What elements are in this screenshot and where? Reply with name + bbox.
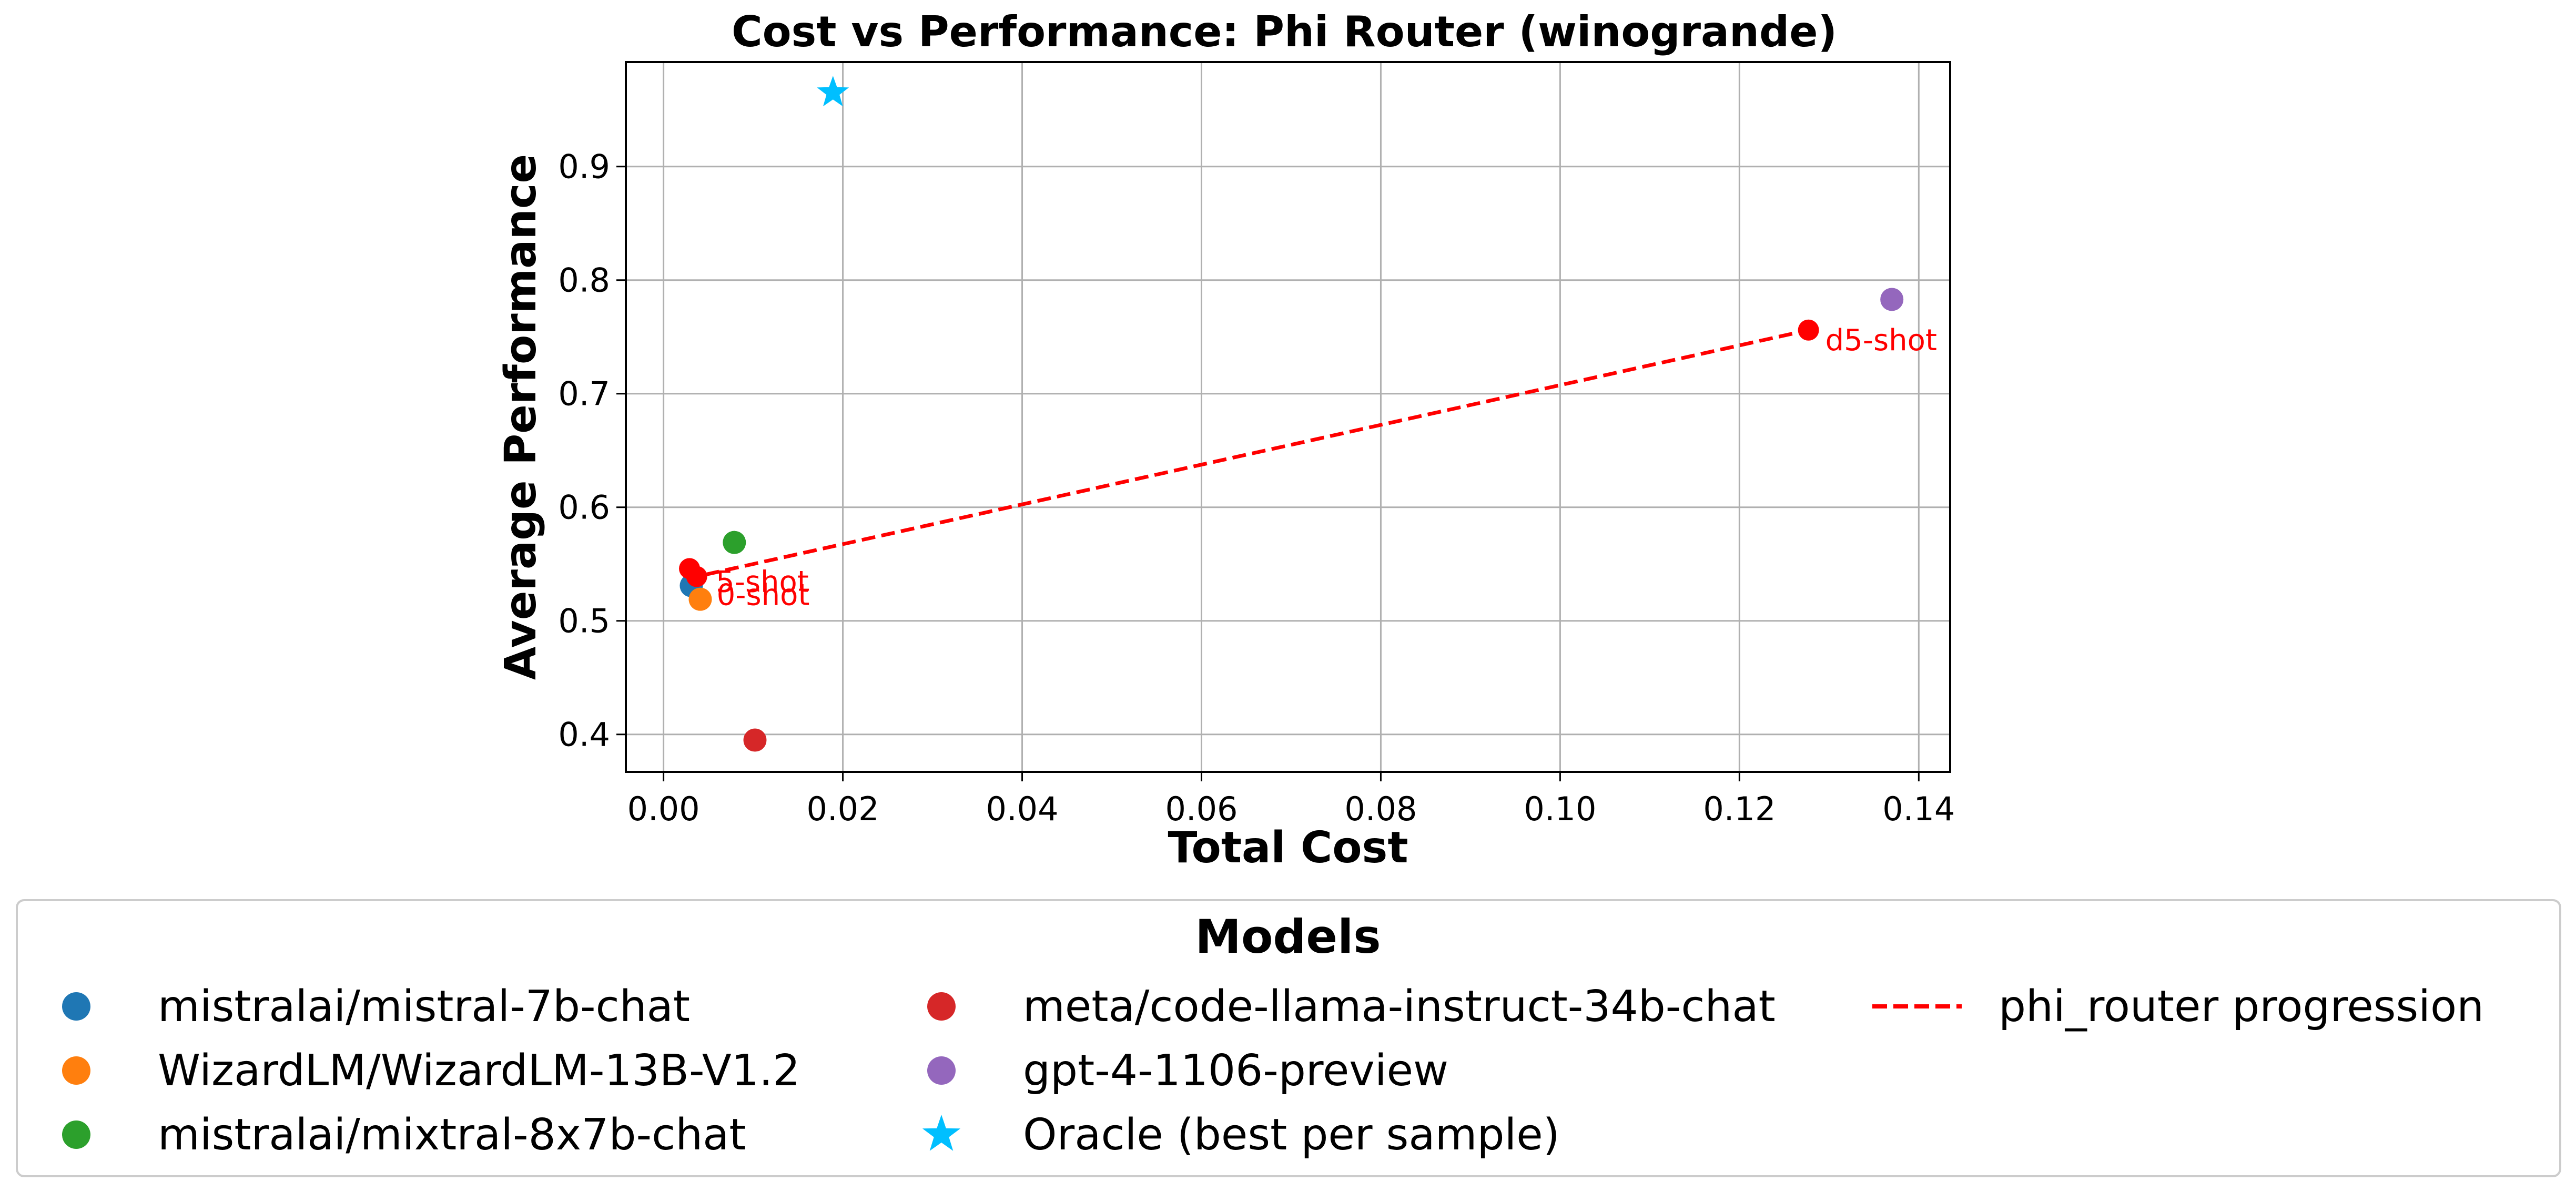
router-point	[686, 566, 707, 587]
x-axis-ticks: 0.00 0.02 0.04 0.06 0.08 0.10 0.12 0.14	[627, 772, 1955, 828]
legend-label: gpt-4-1106-preview	[1023, 1046, 1448, 1096]
legend-label: mistralai/mixtral-8x7b-chat	[158, 1110, 746, 1160]
x-tick-label: 0.10	[1524, 790, 1596, 828]
legend-marker-star	[922, 1115, 961, 1151]
legend-marker	[62, 992, 90, 1021]
x-tick-label: 0.12	[1703, 790, 1776, 828]
legend-title: Models	[1195, 910, 1381, 964]
y-tick-label: 0.6	[558, 488, 610, 527]
x-tick-label: 0.00	[627, 790, 700, 828]
x-tick-label: 0.14	[1882, 790, 1955, 828]
x-tick-label: 0.06	[1165, 790, 1238, 828]
y-tick-label: 0.9	[558, 148, 610, 186]
router-point-label: 0-shot	[717, 578, 810, 612]
router-point-label: 5-shot	[716, 565, 809, 599]
plot-frame	[625, 61, 1951, 773]
x-tick-label: 0.04	[986, 790, 1059, 828]
model-point	[688, 587, 712, 611]
x-tick-label: 0.02	[807, 790, 879, 828]
y-tick-label: 0.5	[558, 602, 610, 640]
legend-label: WizardLM/WizardLM-13B-V1.2	[158, 1046, 800, 1096]
legend-marker	[62, 1120, 90, 1149]
oracle-point	[817, 76, 849, 107]
legend-marker	[62, 1056, 90, 1085]
y-tick-label: 0.8	[558, 261, 610, 300]
y-axis-label: Average Performance	[496, 154, 546, 680]
router-point	[1798, 319, 1819, 341]
legend-label: mistralai/mistral-7b-chat	[158, 982, 690, 1032]
model-point	[1880, 288, 1904, 311]
y-tick-label: 0.7	[558, 375, 610, 413]
model-point	[723, 531, 746, 554]
legend-marker	[927, 992, 956, 1021]
router-point-label: d5-shot	[1825, 323, 1937, 358]
legend-label: Oracle (best per sample)	[1023, 1110, 1560, 1160]
grid-lines	[626, 62, 1950, 772]
y-tick-label: 0.4	[558, 716, 610, 754]
model-point	[743, 728, 767, 752]
legend-label: meta/code-llama-instruct-34b-chat	[1023, 982, 1776, 1032]
legend-frame	[16, 899, 2561, 1177]
legend-items: mistralai/mistral-7b-chat WizardLM/Wizard…	[62, 982, 2484, 1160]
legend: Models mistralai/mistral-7b-chat WizardLM…	[16, 899, 2561, 1177]
router-progression-line	[688, 328, 1809, 579]
chart-title: Cost vs Performance: Phi Router (winogra…	[732, 7, 1837, 56]
y-axis-ticks: 0.4 0.5 0.6 0.7 0.8 0.9	[558, 148, 626, 754]
legend-label: phi_router progression	[1999, 982, 2484, 1032]
x-axis-label: Total Cost	[1168, 823, 1408, 873]
legend-marker	[927, 1056, 956, 1085]
x-tick-label: 0.08	[1344, 790, 1417, 828]
